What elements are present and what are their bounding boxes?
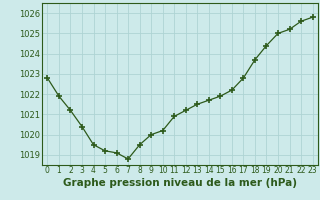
X-axis label: Graphe pression niveau de la mer (hPa): Graphe pression niveau de la mer (hPa) — [63, 178, 297, 188]
